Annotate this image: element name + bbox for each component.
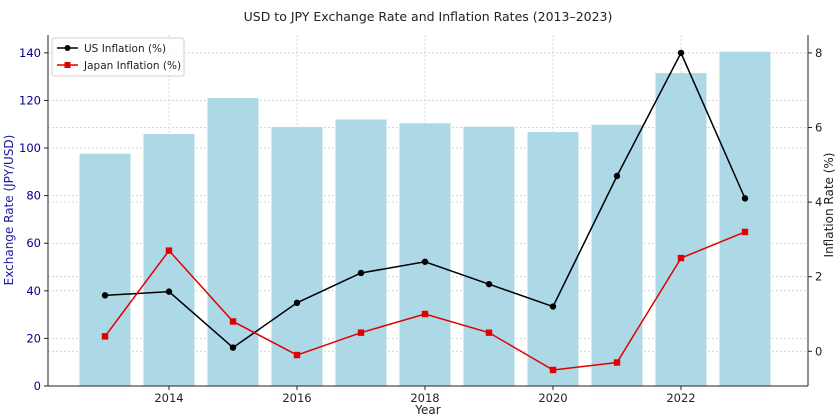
y-right-tick-label: 8	[815, 46, 822, 60]
y-left-tick-label: 120	[19, 93, 41, 107]
y-right-tick-label: 2	[815, 270, 822, 284]
legend-box	[51, 37, 185, 77]
japan-inflation-point	[101, 333, 109, 340]
us-inflation-point	[485, 280, 493, 288]
exchange-rate-bar	[655, 73, 707, 386]
us-inflation-point	[549, 303, 557, 310]
x-tick-label: 2022	[666, 391, 695, 405]
y-right-tick-label: 4	[815, 195, 822, 209]
x-tick-label: 2020	[538, 391, 567, 405]
japan-inflation-point	[677, 254, 685, 262]
us-inflation-point	[421, 258, 429, 265]
y-left-tick-label: 100	[19, 141, 41, 155]
japan-inflation-point	[421, 310, 429, 318]
us-inflation-point	[677, 49, 685, 57]
legend-label: US Inflation (%)	[84, 43, 166, 55]
y-left-tick-label: 60	[26, 236, 41, 250]
y-axis-left-label: Exchange Rate (JPY/USD)	[2, 135, 16, 286]
exchange-rate-bar	[335, 119, 387, 386]
japan-inflation-point	[613, 359, 621, 366]
us-inflation-point	[741, 195, 749, 202]
x-axis-label: Year	[414, 403, 440, 417]
y-right-tick-label: 6	[815, 121, 822, 135]
exchange-rate-bar	[399, 123, 451, 386]
legend-marker-square	[64, 62, 71, 68]
y-left-tick-label: 20	[26, 331, 41, 345]
y-right-tick-label: 0	[815, 344, 822, 358]
japan-inflation-point	[485, 329, 493, 336]
exchange-rate-bar	[591, 124, 643, 386]
legend-label: Japan Inflation (%)	[83, 60, 181, 72]
japan-inflation-point	[229, 318, 237, 325]
us-inflation-point	[293, 299, 301, 307]
us-inflation-point	[101, 292, 109, 299]
japan-inflation-point	[293, 351, 301, 359]
japan-inflation-point	[357, 329, 365, 336]
exchange-rate-bar	[719, 51, 771, 387]
y-left-tick-label: 140	[19, 46, 41, 60]
chart-title: USD to JPY Exchange Rate and Inflation R…	[244, 9, 613, 24]
japan-inflation-point	[741, 228, 749, 236]
exchange-rate-bar	[271, 127, 323, 386]
exchange-rate-bar	[79, 153, 131, 386]
x-tick-label: 2018	[410, 391, 439, 405]
exchange-rate-bar	[527, 132, 579, 386]
japan-inflation-point	[549, 366, 557, 374]
x-tick-label: 2016	[282, 391, 311, 405]
y-axis-right-label: Inflation Rate (%)	[822, 153, 836, 258]
y-left-tick-label: 0	[34, 379, 41, 393]
exchange-rate-bar	[143, 133, 195, 386]
exchange-rate-bar	[207, 98, 259, 386]
x-tick-label: 2014	[154, 391, 183, 405]
japan-inflation-point	[165, 247, 173, 254]
legend: US Inflation (%) Japan Inflation (%)	[51, 37, 185, 77]
y-left-tick-label: 40	[26, 284, 41, 298]
us-inflation-point	[229, 344, 237, 351]
exchange-rate-bar	[463, 126, 515, 387]
y-left-tick-label: 80	[26, 189, 41, 203]
us-inflation-point	[613, 172, 621, 180]
legend-marker-circle	[64, 45, 71, 51]
us-inflation-point	[165, 288, 173, 295]
us-inflation-point	[357, 269, 365, 277]
